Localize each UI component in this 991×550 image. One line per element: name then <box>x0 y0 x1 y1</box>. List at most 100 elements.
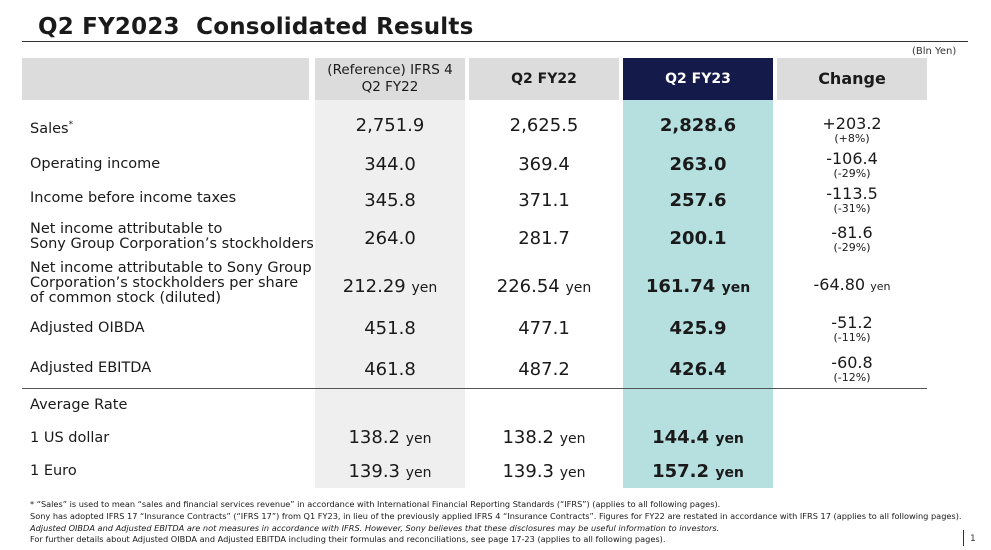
change-percent: (-29%) <box>833 167 871 180</box>
change-percent: (-12%) <box>833 371 871 384</box>
header-reference: (Reference) IFRS 4 Q2 FY22 <box>315 58 465 100</box>
cell-ref-adjusted-ebitda: 461.8 <box>364 359 416 380</box>
row-label-text: Sales <box>30 120 69 137</box>
fy23-column-bg <box>623 100 773 488</box>
footnote-reconciliation: For further details about Adjusted OIBDA… <box>30 534 666 544</box>
value: 212.29 <box>342 276 406 297</box>
unit-yen: yen <box>559 465 586 481</box>
value: 138.2 <box>502 427 554 448</box>
change-percent: (-31%) <box>833 202 871 215</box>
value: 139.3 <box>502 461 554 482</box>
cell-ref-adjusted-oibda: 451.8 <box>364 318 416 339</box>
cell-fy23-income-before-taxes: 257.6 <box>669 190 727 211</box>
cell-change-operating-income: -106.4 (-29%) <box>777 149 927 181</box>
cell-fy23-operating-income: 263.0 <box>669 154 727 175</box>
footnote-marker: * <box>68 120 74 130</box>
cell-change-adjusted-oibda: -51.2 (-11%) <box>777 313 927 345</box>
cell-change-sales: +203.2 (+8%) <box>777 114 927 146</box>
unit-yen: yen <box>721 280 751 296</box>
unit-yen: yen <box>411 280 438 296</box>
cell-fy23-usd: 144.4 yen <box>623 427 773 448</box>
cell-fy23-net-income: 200.1 <box>669 228 727 249</box>
cell-fy22-adjusted-oibda: 477.1 <box>518 318 570 339</box>
row-label-line2: Corporation’s stockholders per share <box>30 275 299 291</box>
footnote-non-ifrs: Adjusted OIBDA and Adjusted EBITDA are n… <box>30 523 720 533</box>
unit-yen: yen <box>565 280 592 296</box>
row-label-adjusted-ebitda: Adjusted EBITDA <box>30 360 152 376</box>
cell-ref-eps: 212.29 yen <box>315 276 465 297</box>
cell-fy22-income-before-taxes: 371.1 <box>518 190 570 211</box>
cell-fy22-operating-income: 369.4 <box>518 154 570 175</box>
row-label-sales: Sales* <box>30 118 73 137</box>
unit-yen: yen <box>715 465 744 481</box>
row-label-adjusted-oibda: Adjusted OIBDA <box>30 320 145 336</box>
change-percent: (-29%) <box>833 241 871 254</box>
cell-ref-income-before-taxes: 345.8 <box>364 190 416 211</box>
change-value: -64.80 <box>813 275 866 294</box>
unit-label: (Bln Yen) <box>912 46 957 57</box>
change-value: -51.2 <box>831 313 873 332</box>
header-reference-line1: (Reference) IFRS 4 <box>327 62 453 78</box>
header-q2-fy22: Q2 FY22 <box>511 70 577 87</box>
value: 161.74 <box>645 276 716 297</box>
row-label-line2: Sony Group Corporation’s stockholders <box>30 236 314 252</box>
cell-fy22-eps: 226.54 yen <box>469 276 619 297</box>
row-label-net-income: Net income attributable to Sony Group Co… <box>30 222 314 252</box>
cell-fy23-sales: 2,828.6 <box>659 115 737 136</box>
value: 138.2 <box>348 427 400 448</box>
row-label-line1: Net income attributable to <box>30 221 223 237</box>
header-reference-line2: Q2 FY22 <box>361 79 419 95</box>
cell-change-net-income: -81.6 (-29%) <box>777 223 927 255</box>
change-percent: (+8%) <box>834 132 870 145</box>
row-label-eps: Net income attributable to Sony Group Co… <box>30 261 312 306</box>
rate-label-usd: 1 US dollar <box>30 430 110 446</box>
cell-fy23-eps: 161.74 yen <box>623 276 773 297</box>
page-number: 1 <box>970 534 976 544</box>
cell-ref-operating-income: 344.0 <box>364 154 416 175</box>
header-q2-fy23: Q2 FY23 <box>665 70 731 87</box>
cell-fy23-euro: 157.2 yen <box>623 461 773 482</box>
unit-yen: yen <box>405 431 432 447</box>
footnote-ifrs17: Sony has adopted IFRS 17 “Insurance Cont… <box>30 511 962 521</box>
cell-change-income-before-taxes: -113.5 (-31%) <box>777 184 927 216</box>
value: 157.2 <box>652 461 710 482</box>
row-label-operating-income: Operating income <box>30 156 161 172</box>
reference-header-bg <box>315 58 465 100</box>
value: 139.3 <box>348 461 400 482</box>
cell-fy22-usd: 138.2 yen <box>469 427 619 448</box>
cell-fy22-sales: 2,625.5 <box>509 115 579 136</box>
fy22-header-bg <box>469 58 619 100</box>
row-label-income-before-taxes: Income before income taxes <box>30 190 237 206</box>
change-value: -81.6 <box>831 223 873 242</box>
page-number-divider <box>963 530 964 546</box>
unit-yen: yen <box>870 280 891 293</box>
fy23-header-bg <box>623 58 773 100</box>
cell-fy22-net-income: 281.7 <box>518 228 570 249</box>
footnote-sales: * “Sales” is used to mean “sales and fin… <box>30 499 721 509</box>
cell-fy23-adjusted-ebitda: 426.4 <box>669 359 727 380</box>
section-divider <box>22 388 927 389</box>
unit-yen: yen <box>715 431 744 447</box>
cell-change-adjusted-ebitda: -60.8 (-12%) <box>777 353 927 385</box>
page-title: Q2 FY2023 Consolidated Results <box>38 14 474 40</box>
change-value: -113.5 <box>826 184 878 203</box>
cell-ref-usd: 138.2 yen <box>315 427 465 448</box>
rate-label-euro: 1 Euro <box>30 463 77 479</box>
cell-ref-euro: 139.3 yen <box>315 461 465 482</box>
cell-fy23-adjusted-oibda: 425.9 <box>669 318 727 339</box>
label-header-bg <box>22 58 309 100</box>
change-value: +203.2 <box>822 114 882 133</box>
average-rate-heading: Average Rate <box>30 397 128 413</box>
change-header-bg <box>777 58 927 100</box>
unit-yen: yen <box>559 431 586 447</box>
change-percent: (-11%) <box>833 331 871 344</box>
change-value: -60.8 <box>831 353 873 372</box>
row-label-line3: of common stock (diluted) <box>30 290 222 306</box>
value: 226.54 <box>496 276 560 297</box>
reference-column-bg <box>315 58 465 488</box>
cell-ref-sales: 2,751.9 <box>355 115 425 136</box>
unit-yen: yen <box>405 465 432 481</box>
change-value: -106.4 <box>826 149 878 168</box>
value: 144.4 <box>652 427 710 448</box>
cell-change-eps: -64.80 yen <box>777 277 927 295</box>
